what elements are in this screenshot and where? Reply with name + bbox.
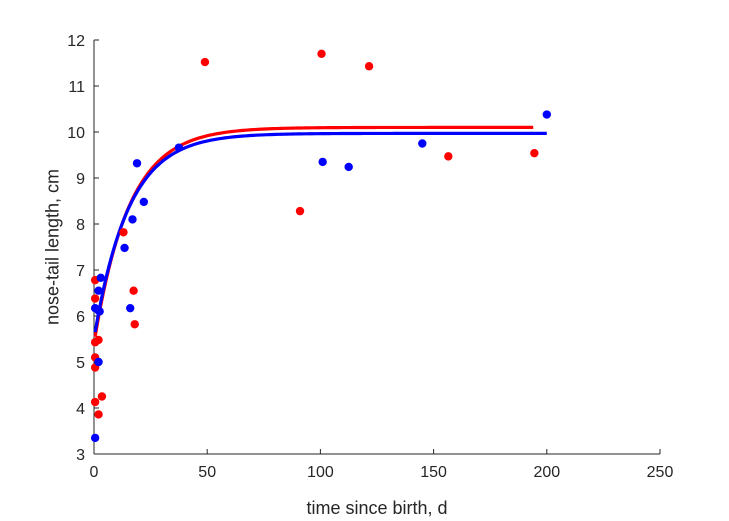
data-points [90,49,551,443]
y-tick-label: 5 [76,355,85,372]
fit-curve-series-0 [93,125,534,337]
data-point-series-1 [95,307,104,316]
data-point-series-1 [90,433,100,443]
data-point-series-0 [130,320,139,329]
y-tick-label: 4 [76,401,85,418]
data-point-series-0 [94,335,103,345]
fit-curve-series-1 [93,131,547,333]
data-point-series-1 [126,303,135,313]
x-ticks: 0 50 100 150 200 250 [90,449,674,481]
y-ticks: 3 4 5 6 7 8 9 10 11 12 [67,33,99,464]
y-tick-label: 7 [76,263,85,280]
x-tick-label: 100 [307,464,334,481]
y-tick-label: 8 [76,217,85,234]
data-point-series-1 [139,197,149,207]
data-point-series-0 [200,57,210,67]
data-point-series-1 [318,157,327,167]
data-point-series-0 [90,397,100,407]
y-tick-label: 10 [67,125,85,142]
x-axis-label: time since birth, d [306,498,447,518]
data-point-series-1 [542,110,551,119]
data-point-series-0 [97,392,107,401]
data-point-series-1 [94,286,103,295]
data-point-series-1 [132,159,142,168]
x-tick-label: 200 [533,464,560,481]
data-point-series-1 [120,243,129,253]
x-tick-label: 0 [90,464,99,481]
data-point-series-0 [530,148,539,158]
data-point-series-0 [364,62,374,71]
data-point-series-1 [96,273,105,283]
x-tick-label: 50 [198,464,216,481]
data-point-series-1 [128,215,137,224]
data-point-series-0 [444,152,453,161]
axes [93,40,660,455]
data-point-series-0 [129,286,138,295]
data-point-series-1 [94,357,103,367]
data-point-series-0 [90,294,100,303]
data-point-series-1 [174,143,184,152]
y-axis-label: nose-tail length, cm [42,169,62,325]
data-point-series-0 [94,410,103,419]
y-tick-label: 9 [76,171,85,188]
y-tick-label: 12 [67,33,85,50]
fit-lines [93,125,547,337]
x-tick-label: 150 [420,464,447,481]
y-tick-label: 11 [68,79,85,96]
data-point-series-0 [317,49,326,58]
data-point-series-0 [119,228,128,237]
x-tick-label: 250 [647,464,674,481]
data-point-series-0 [295,206,305,216]
y-tick-label: 3 [76,447,85,464]
data-point-series-1 [344,162,353,172]
data-point-series-1 [418,139,427,148]
y-tick-label: 6 [76,309,85,326]
